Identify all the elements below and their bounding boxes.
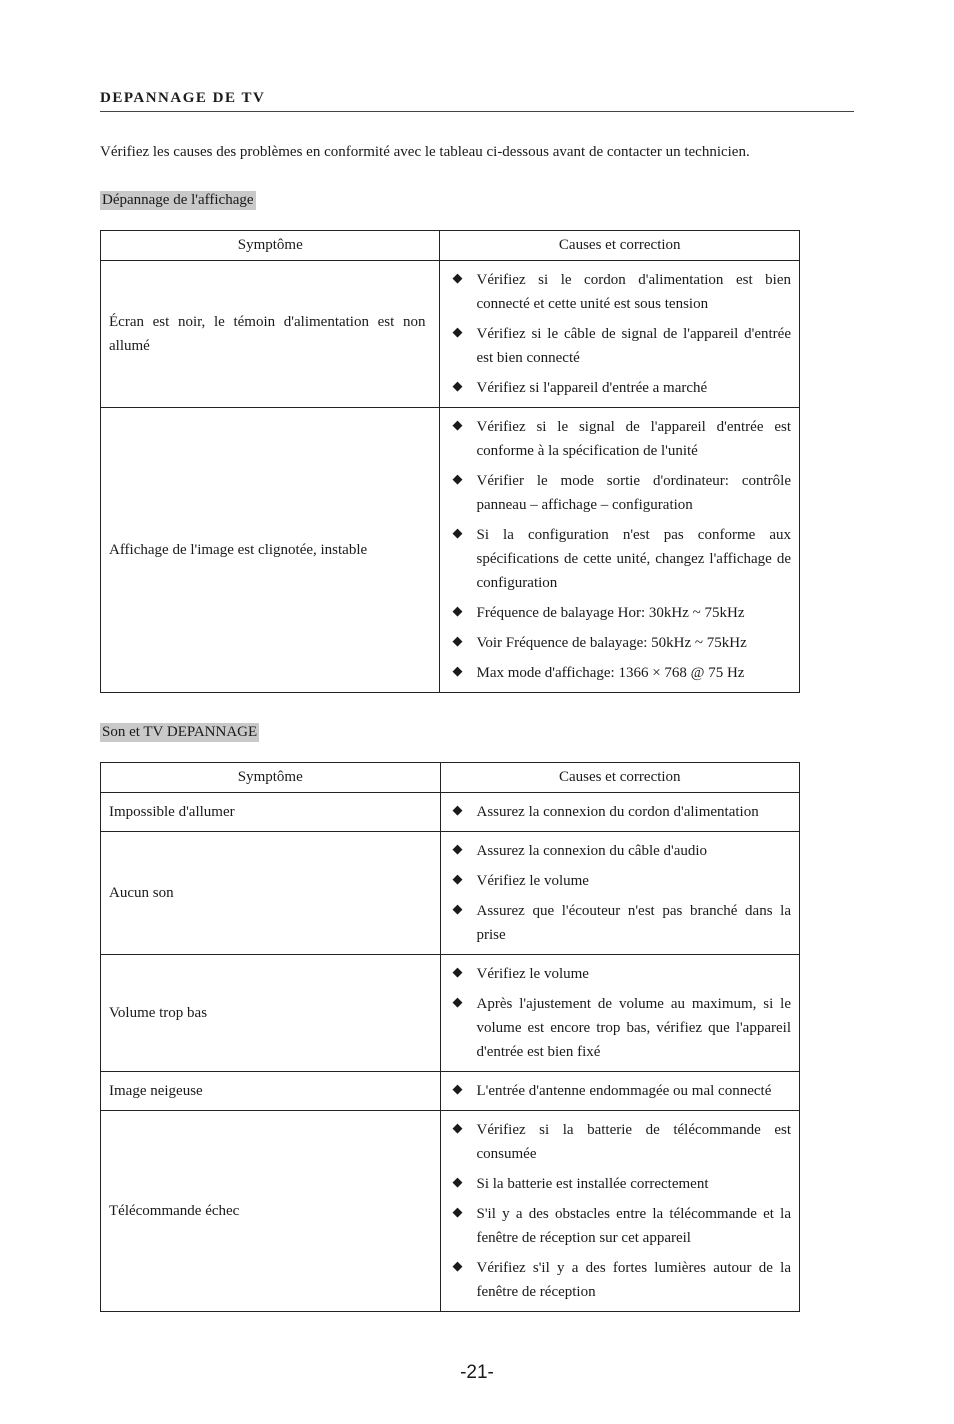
section2-header-symptom: Symptôme	[101, 763, 441, 793]
symptom-cell: Impossible d'allumer	[101, 793, 441, 832]
cause-item: Vérifiez si l'appareil d'entrée a marché	[448, 373, 791, 403]
section2-body: Impossible d'allumerAssurez la connexion…	[101, 793, 800, 1312]
section2-label: Son et TV DEPANNAGE	[100, 723, 259, 742]
cause-item: Vérifiez le volume	[449, 959, 792, 989]
symptom-cell: Écran est noir, le témoin d'alimentation…	[101, 261, 440, 408]
symptom-cell: Volume trop bas	[101, 955, 441, 1072]
causes-list: Vérifiez si la batterie de télécommande …	[449, 1115, 792, 1307]
cause-item: L'entrée d'antenne endommagée ou mal con…	[449, 1076, 792, 1106]
cause-item: Vérifiez si la batterie de télécommande …	[449, 1115, 792, 1169]
section1-body: Écran est noir, le témoin d'alimentation…	[101, 261, 800, 693]
cause-item: Fréquence de balayage Hor: 30kHz ~ 75kHz	[448, 598, 791, 628]
table-row: Télécommande échecVérifiez si la batteri…	[101, 1111, 800, 1312]
cause-item: Vérifiez le volume	[449, 866, 792, 896]
section1-header-symptom: Symptôme	[101, 231, 440, 261]
cause-item: Vérifier le mode sortie d'ordinateur: co…	[448, 466, 791, 520]
causes-cell: Vérifiez le volumeAprès l'ajustement de …	[440, 955, 800, 1072]
page-title: DEPANNAGE DE TV	[100, 90, 854, 107]
cause-item: S'il y a des obstacles entre la télécomm…	[449, 1199, 792, 1253]
cause-item: Assurez la connexion du cordon d'aliment…	[449, 797, 792, 827]
symptom-cell: Affichage de l'image est clignotée, inst…	[101, 408, 440, 693]
table-row: Volume trop basVérifiez le volumeAprès l…	[101, 955, 800, 1072]
table-row: Image neigeuse L'entrée d'antenne endomma…	[101, 1072, 800, 1111]
causes-cell: Vérifiez si le cordon d'alimentation est…	[440, 261, 800, 408]
causes-cell: Assurez la connexion du cordon d'aliment…	[440, 793, 800, 832]
section1-label: Dépannage de l'affichage	[100, 191, 256, 210]
causes-cell: Vérifiez si la batterie de télécommande …	[440, 1111, 800, 1312]
intro-text: Vérifiez les causes des problèmes en con…	[100, 144, 854, 161]
section1-table: Symptôme Causes et correction Écran est …	[100, 230, 800, 693]
page: DEPANNAGE DE TV Vérifiez les causes des …	[0, 0, 954, 1424]
causes-list: Assurez la connexion du cordon d'aliment…	[449, 797, 792, 827]
cause-item: Vérifiez si le signal de l'appareil d'en…	[448, 412, 791, 466]
causes-list: Vérifiez si le cordon d'alimentation est…	[448, 265, 791, 403]
cause-item: Vérifiez si le cordon d'alimentation est…	[448, 265, 791, 319]
causes-cell: Vérifiez si le signal de l'appareil d'en…	[440, 408, 800, 693]
causes-list: Vérifiez le volumeAprès l'ajustement de …	[449, 959, 792, 1067]
causes-cell: L'entrée d'antenne endommagée ou mal con…	[440, 1072, 800, 1111]
table-row: Impossible d'allumer Assurez la connexion…	[101, 793, 800, 832]
causes-list: Vérifiez si le signal de l'appareil d'en…	[448, 412, 791, 688]
title-rule	[100, 111, 854, 112]
table-row: Affichage de l'image est clignotée, inst…	[101, 408, 800, 693]
cause-item: Vérifiez si le câble de signal de l'appa…	[448, 319, 791, 373]
symptom-cell: Image neigeuse	[101, 1072, 441, 1111]
cause-item: Si la batterie est installée correctemen…	[449, 1169, 792, 1199]
causes-cell: Assurez la connexion du câble d'audioVér…	[440, 832, 800, 955]
section1-header-causes: Causes et correction	[440, 231, 800, 261]
table-row: Aucun sonAssurez la connexion du câble d…	[101, 832, 800, 955]
symptom-cell: Télécommande échec	[101, 1111, 441, 1312]
cause-item: Voir Fréquence de balayage: 50kHz ~ 75kH…	[448, 628, 791, 658]
section2-table: Symptôme Causes et correction Impossible…	[100, 762, 800, 1312]
page-number: -21-	[100, 1362, 854, 1384]
cause-item: Assurez que l'écouteur n'est pas branché…	[449, 896, 792, 950]
causes-list: L'entrée d'antenne endommagée ou mal con…	[449, 1076, 792, 1106]
cause-item: Après l'ajustement de volume au maximum,…	[449, 989, 792, 1067]
table-row: Écran est noir, le témoin d'alimentation…	[101, 261, 800, 408]
section2-header-causes: Causes et correction	[440, 763, 800, 793]
symptom-cell: Aucun son	[101, 832, 441, 955]
causes-list: Assurez la connexion du câble d'audioVér…	[449, 836, 792, 950]
cause-item: Vérifiez s'il y a des fortes lumières au…	[449, 1253, 792, 1307]
cause-item: Max mode d'affichage: 1366 × 768 @ 75 Hz	[448, 658, 791, 688]
cause-item: Si la configuration n'est pas conforme a…	[448, 520, 791, 598]
cause-item: Assurez la connexion du câble d'audio	[449, 836, 792, 866]
